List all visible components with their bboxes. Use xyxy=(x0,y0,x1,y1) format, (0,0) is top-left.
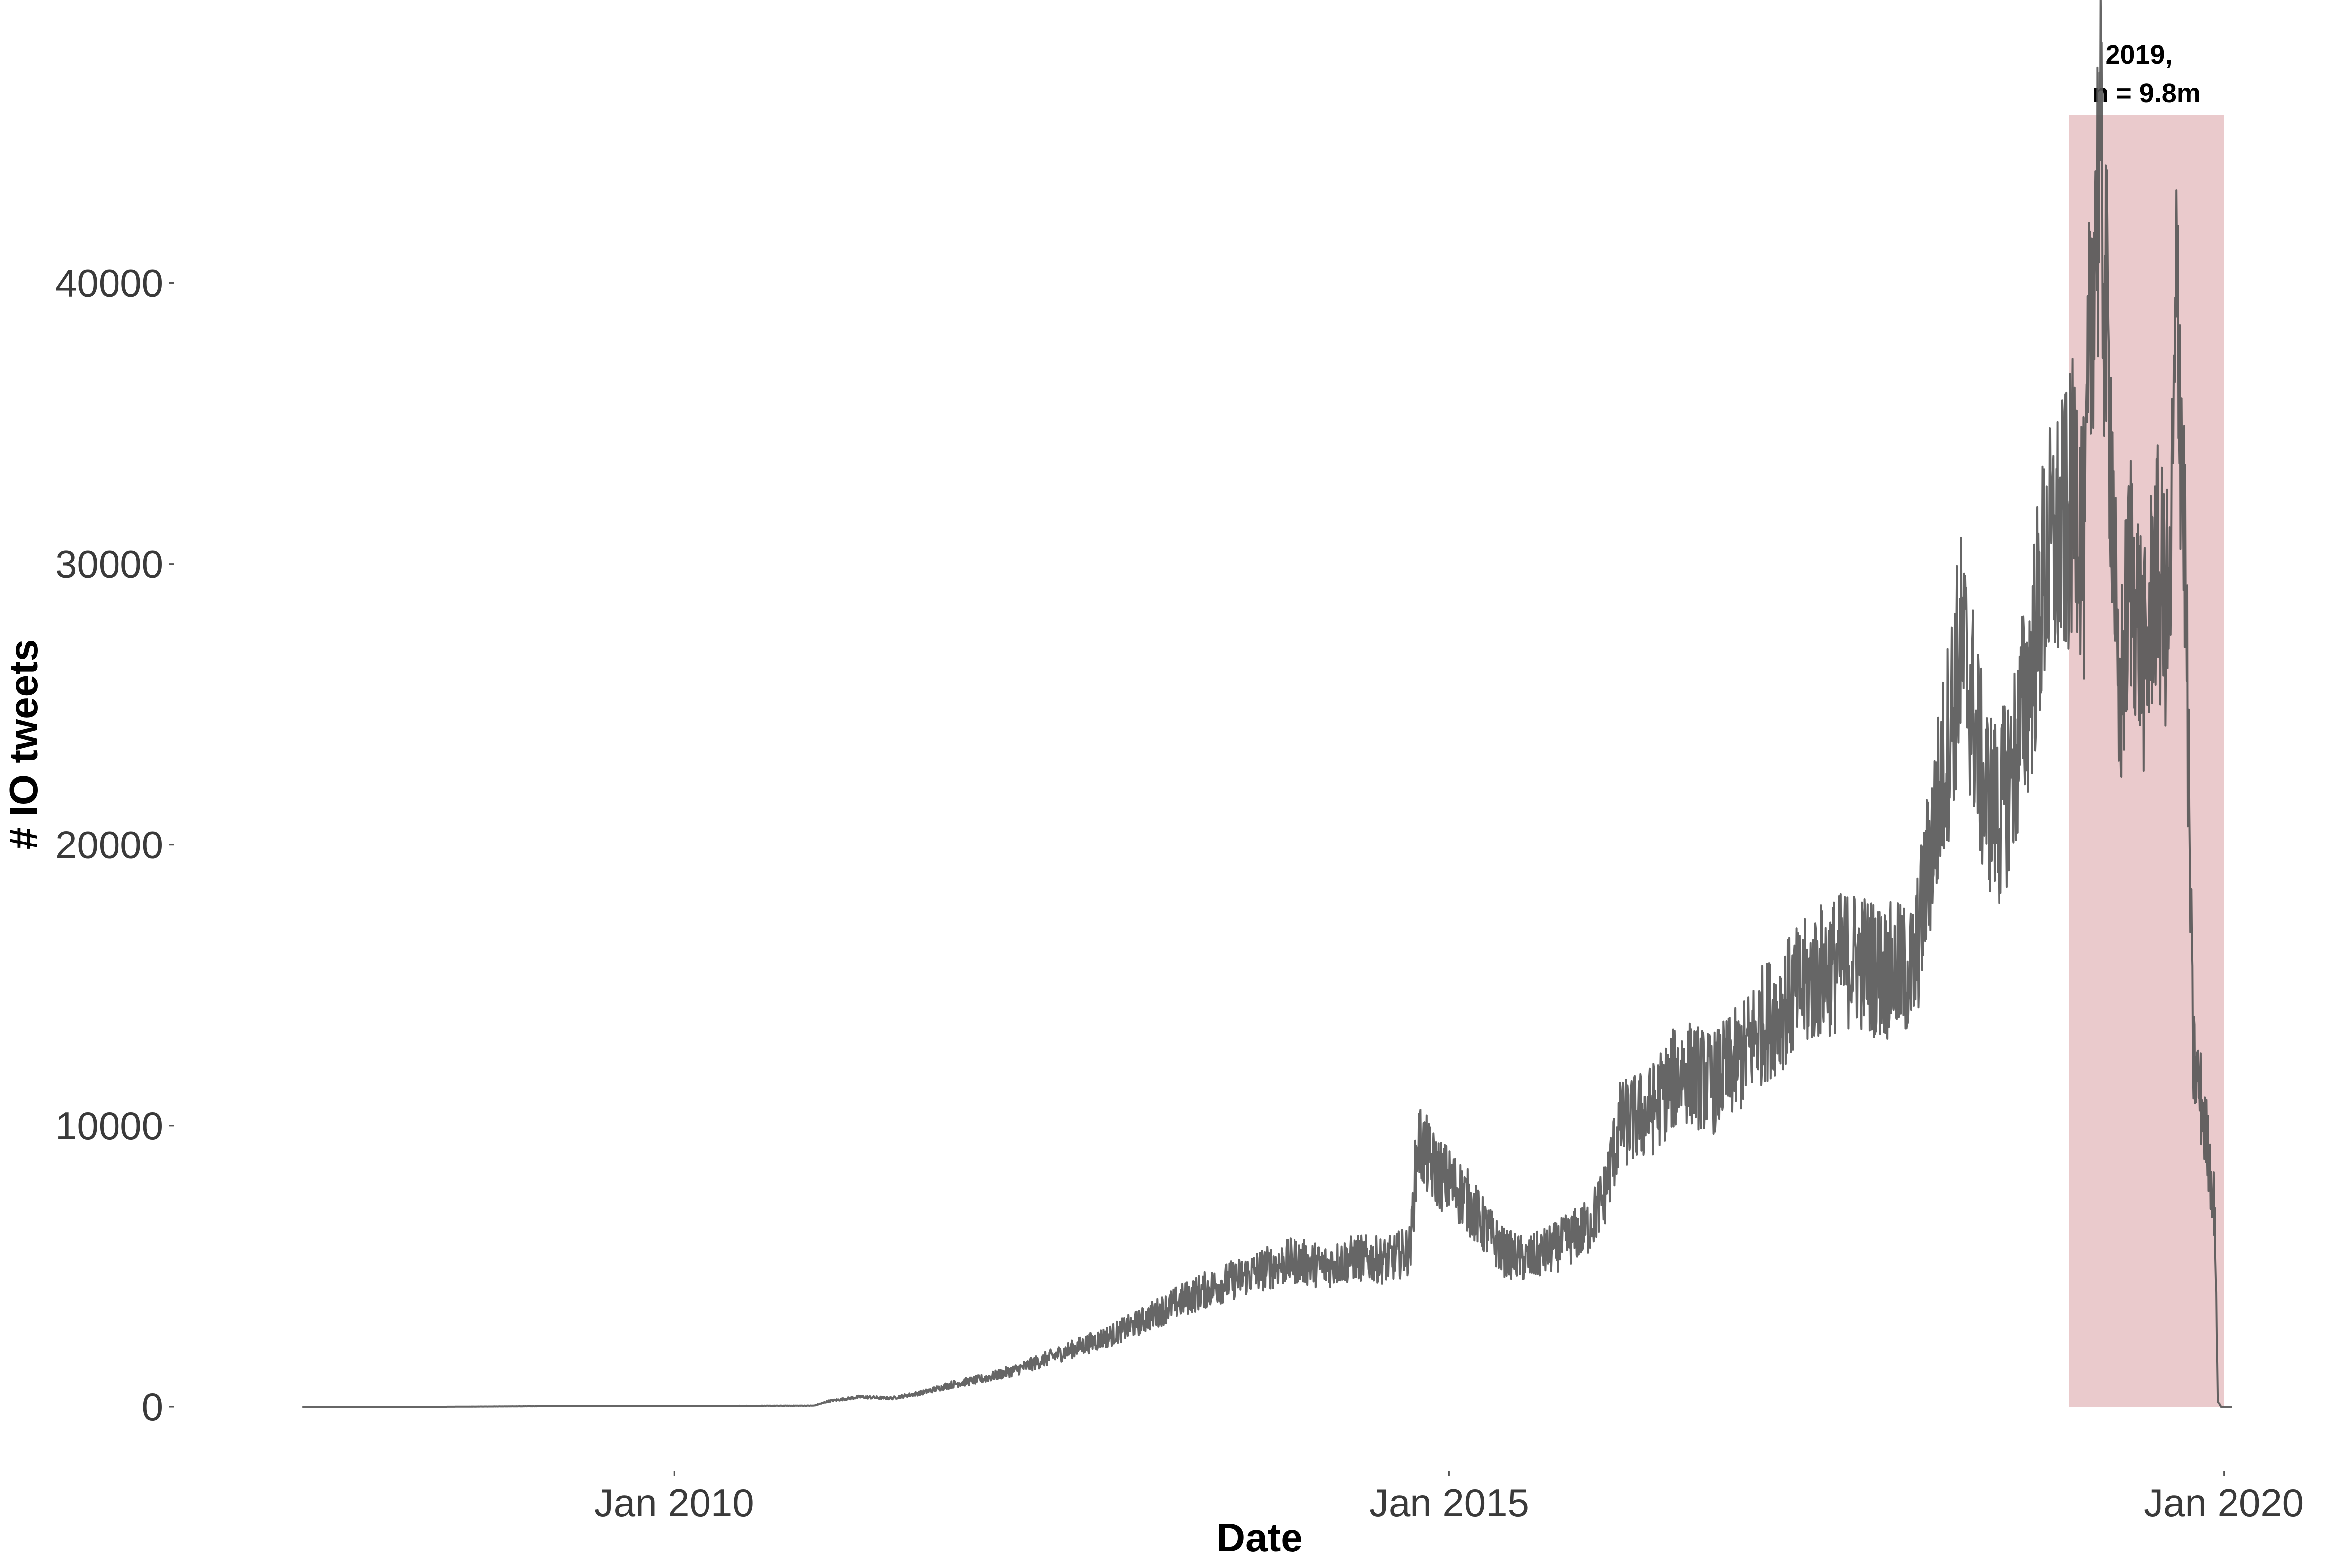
series-layer xyxy=(302,0,2233,1408)
x-tick-label: Jan 2020 xyxy=(2144,1481,2304,1525)
x-axis: Jan 2010 Jan 2015 Jan 2020 xyxy=(594,1471,2304,1525)
x-tick-label: Jan 2010 xyxy=(594,1481,754,1525)
y-axis: 0 10000 20000 30000 40000 xyxy=(55,261,174,1429)
y-axis-title: # IO tweets xyxy=(1,639,46,849)
series-line xyxy=(302,0,2233,1408)
x-tick-label: Jan 2015 xyxy=(1369,1481,1529,1525)
highlight-label-year: 2019, xyxy=(2105,40,2172,70)
y-tick-label: 30000 xyxy=(55,542,163,586)
y-tick-label: 10000 xyxy=(55,1104,163,1148)
highlight-label-count: n = 9.8m xyxy=(2092,78,2201,108)
y-tick-label: 40000 xyxy=(55,261,163,305)
y-tick-label: 20000 xyxy=(55,823,163,867)
y-tick-label: 0 xyxy=(142,1385,163,1429)
x-axis-title: Date xyxy=(1216,1515,1302,1560)
